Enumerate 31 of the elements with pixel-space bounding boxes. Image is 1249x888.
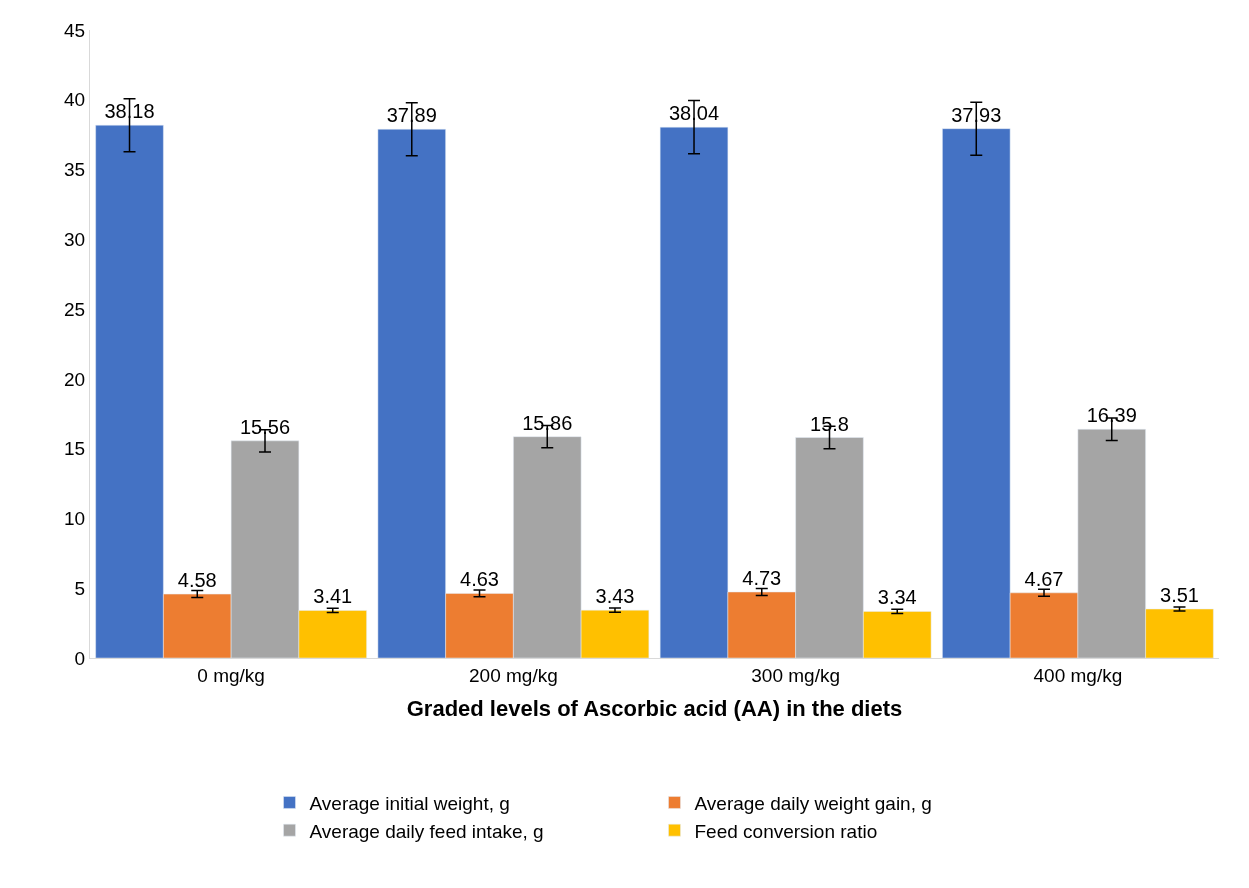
data-label: 15.8 [810, 412, 849, 435]
y-tick-label: 45 [64, 19, 86, 41]
data-label: 3.43 [595, 585, 635, 608]
y-tick-label: 30 [64, 228, 86, 250]
legend-label: Average daily feed intake, g [309, 820, 544, 842]
data-label: 4.73 [742, 566, 782, 589]
y-tick-label: 0 [74, 647, 86, 669]
data-label: 15.56 [239, 415, 291, 438]
y-tick-label: 40 [64, 89, 86, 111]
y-tick-label: 25 [64, 298, 86, 320]
data-label: 4.67 [1024, 567, 1064, 590]
legend-label: Feed conversion ratio [694, 820, 878, 842]
legend-label: Average daily weight gain, g [694, 792, 932, 814]
x-tick-label: 0 mg/kg [197, 664, 265, 686]
y-tick-label: 10 [64, 508, 86, 530]
data-label: 3.34 [877, 586, 917, 609]
data-label: 16.39 [1086, 404, 1137, 427]
x-tick-label: 400 mg/kg [1033, 664, 1123, 686]
y-tick-label: 15 [64, 438, 86, 460]
data-label: 15.86 [522, 411, 573, 434]
legend-label: Average initial weight, g [309, 792, 510, 814]
x-tick-label: 200 mg/kg [469, 664, 558, 686]
x-tick-label: 300 mg/kg [751, 664, 840, 686]
data-label: 3.41 [313, 585, 353, 608]
data-label: 4.63 [460, 568, 499, 591]
data-label: 3.51 [1160, 584, 1199, 607]
y-tick-label: 5 [74, 577, 86, 599]
data-label: 4.58 [177, 569, 217, 592]
y-tick-label: 35 [64, 159, 86, 181]
x-axis-title: Graded levels of Ascorbic acid (AA) in the diets [406, 695, 903, 721]
y-tick-label: 20 [64, 368, 86, 390]
